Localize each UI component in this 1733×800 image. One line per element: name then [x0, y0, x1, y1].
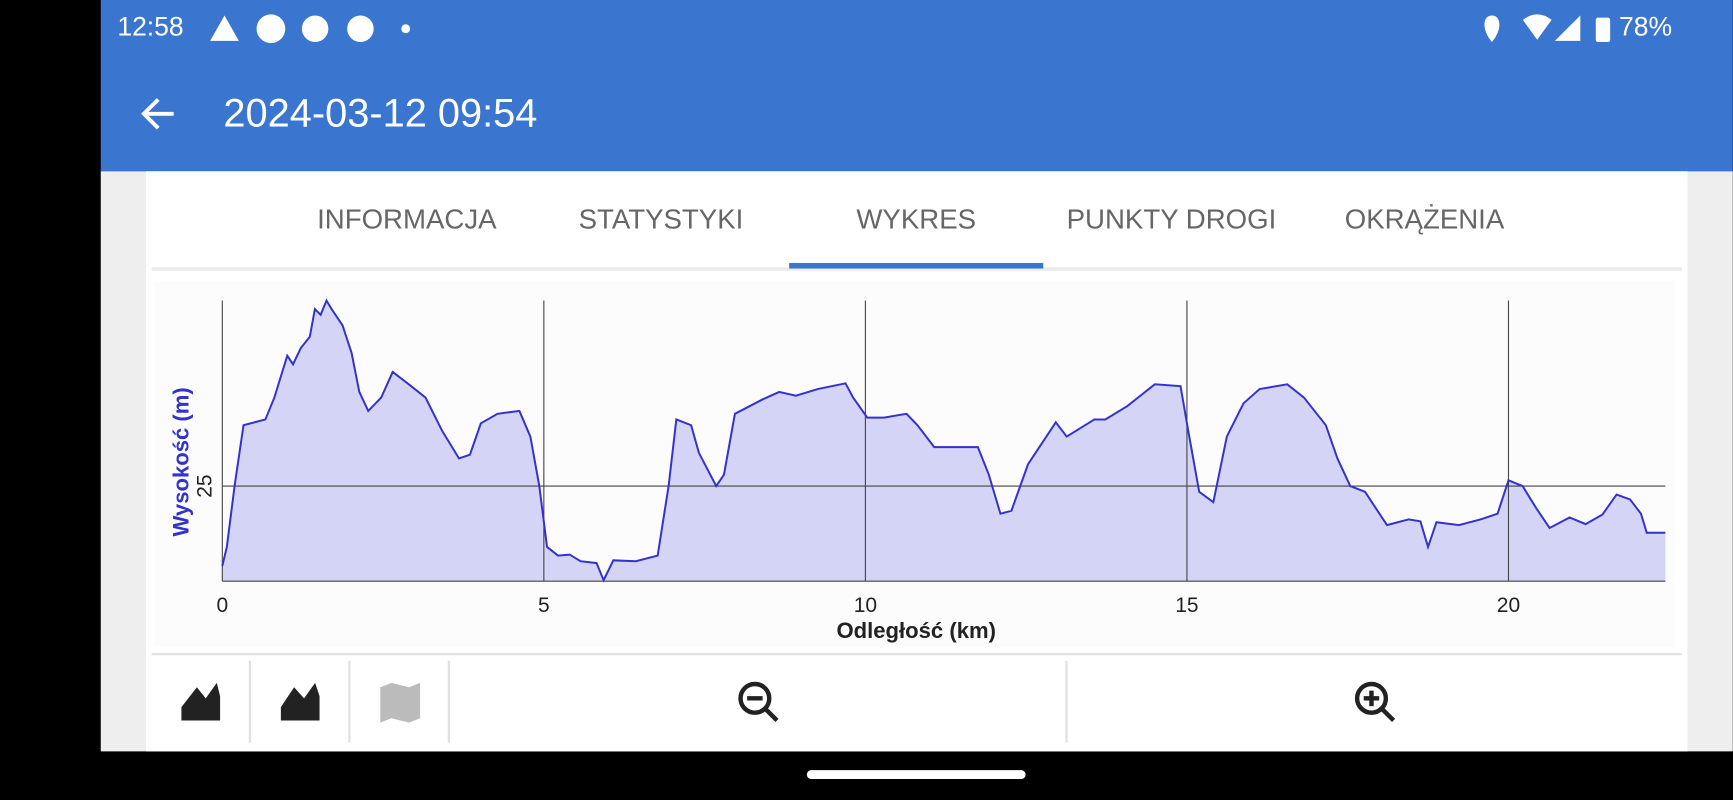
tab[interactable]: PUNKTY DROGI [1067, 203, 1277, 234]
app-title: 2024-03-12 09:54 [223, 92, 537, 136]
x-tick-label: 0 [216, 594, 228, 617]
x-tick-label: 10 [854, 594, 877, 617]
x-axis-label: Odległość (km) [836, 618, 995, 643]
tab[interactable]: STATYSTYKI [579, 203, 744, 234]
toolbar-dividers [248, 660, 1068, 743]
tab-indicator [789, 262, 1044, 269]
tab-bar: INFORMACJA STATYSTYKI WYKRES PUNKTY DROGI OK… [317, 203, 1505, 234]
status-icons-left [210, 14, 411, 44]
y-axis-label: Wysokość (m) [168, 387, 193, 536]
tab[interactable]: INFORMACJA [317, 203, 497, 234]
chart-range-button[interactable] [280, 679, 320, 721]
back-button[interactable] [141, 98, 174, 130]
area-fill [222, 300, 1666, 582]
chart-settings-button[interactable] [181, 679, 221, 721]
zoom-out-button[interactable] [738, 681, 779, 723]
tab[interactable]: OKRĄŻENIA [1345, 203, 1505, 234]
x-tick-label: 20 [1497, 594, 1520, 617]
zoom-in-button[interactable] [1354, 681, 1396, 723]
chart: 0 5 10 15 20 25 Odległość (km) Wysokość (m) [168, 298, 1666, 643]
status-icons-right [1484, 14, 1611, 42]
tab-shadow [151, 267, 1682, 271]
x-tick-label: 5 [538, 594, 550, 617]
x-tick-label: 15 [1175, 594, 1198, 617]
tab[interactable]: WYKRES [856, 203, 976, 234]
map-button[interactable] [380, 682, 421, 723]
status-time: 12:58 [117, 12, 183, 42]
home-indicator [806, 770, 1026, 780]
y-tick-label: 25 [193, 474, 216, 497]
elevation-line [221, 298, 1666, 583]
status-battery: 78% [1619, 12, 1672, 42]
